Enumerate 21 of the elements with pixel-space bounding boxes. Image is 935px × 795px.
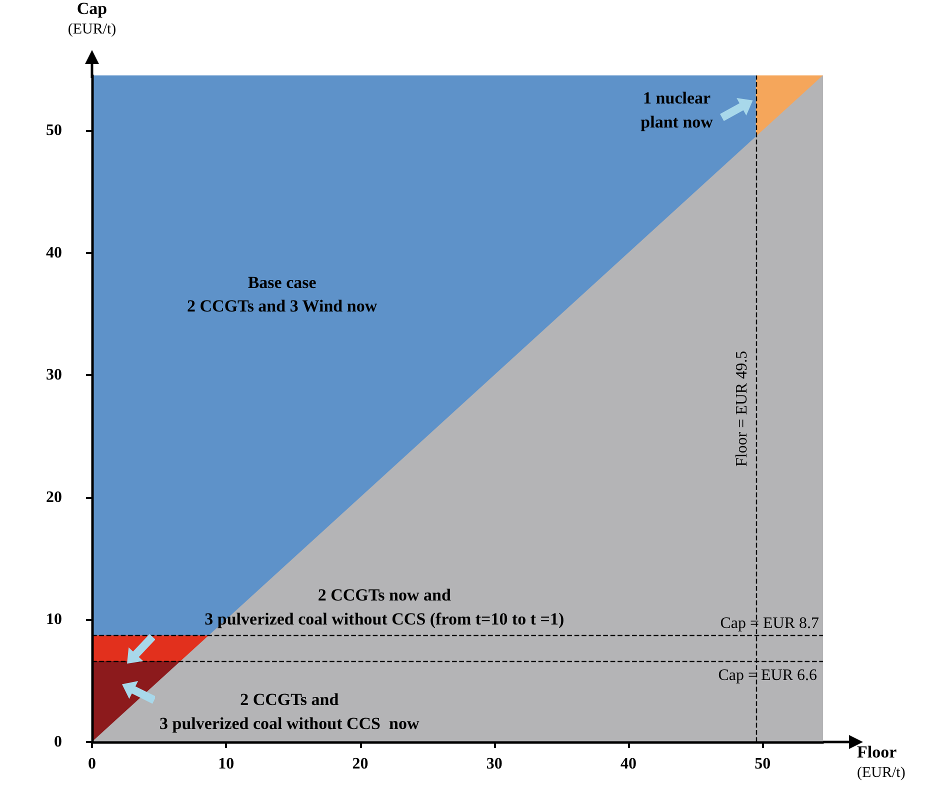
annotation: 2 CCGTs and 3 pulverized coal without CCS now (160, 690, 420, 734)
y-tick-label: 0 (54, 734, 62, 750)
annotation: Base case (248, 272, 317, 292)
x-tick-label: 30 (486, 756, 502, 772)
y-tick-label: 30 (46, 366, 62, 384)
x-tick-label: 40 (620, 756, 637, 772)
x-tick-label: 10 (218, 756, 234, 772)
annotation: 2 CCGTs now and 3 pulverized coal without CCS (from t=10 to t =1) (204, 585, 564, 628)
y-tick-label: 50 (46, 122, 62, 140)
y-tick-label: 10 (46, 611, 62, 628)
x-tick-label: 20 (352, 756, 368, 772)
x-tick-label: 50 (754, 756, 771, 772)
y-tick-label: 40 (46, 244, 62, 262)
x-axis-title: Floor (EUR/t) (857, 742, 906, 781)
y-axis-title: Cap (EUR/t) (68, 0, 116, 38)
x-tick-label: 0 (88, 756, 96, 772)
ref-line-label: Floor = EUR 49.5 (733, 350, 750, 467)
ref-line-label: Cap = EUR 6.6 (718, 666, 817, 684)
annotation: 2 CCGTs and 3 Wind now (187, 296, 378, 316)
annotation: 1 nuclear plant now (640, 88, 714, 132)
y-tick-label: 20 (46, 488, 62, 506)
